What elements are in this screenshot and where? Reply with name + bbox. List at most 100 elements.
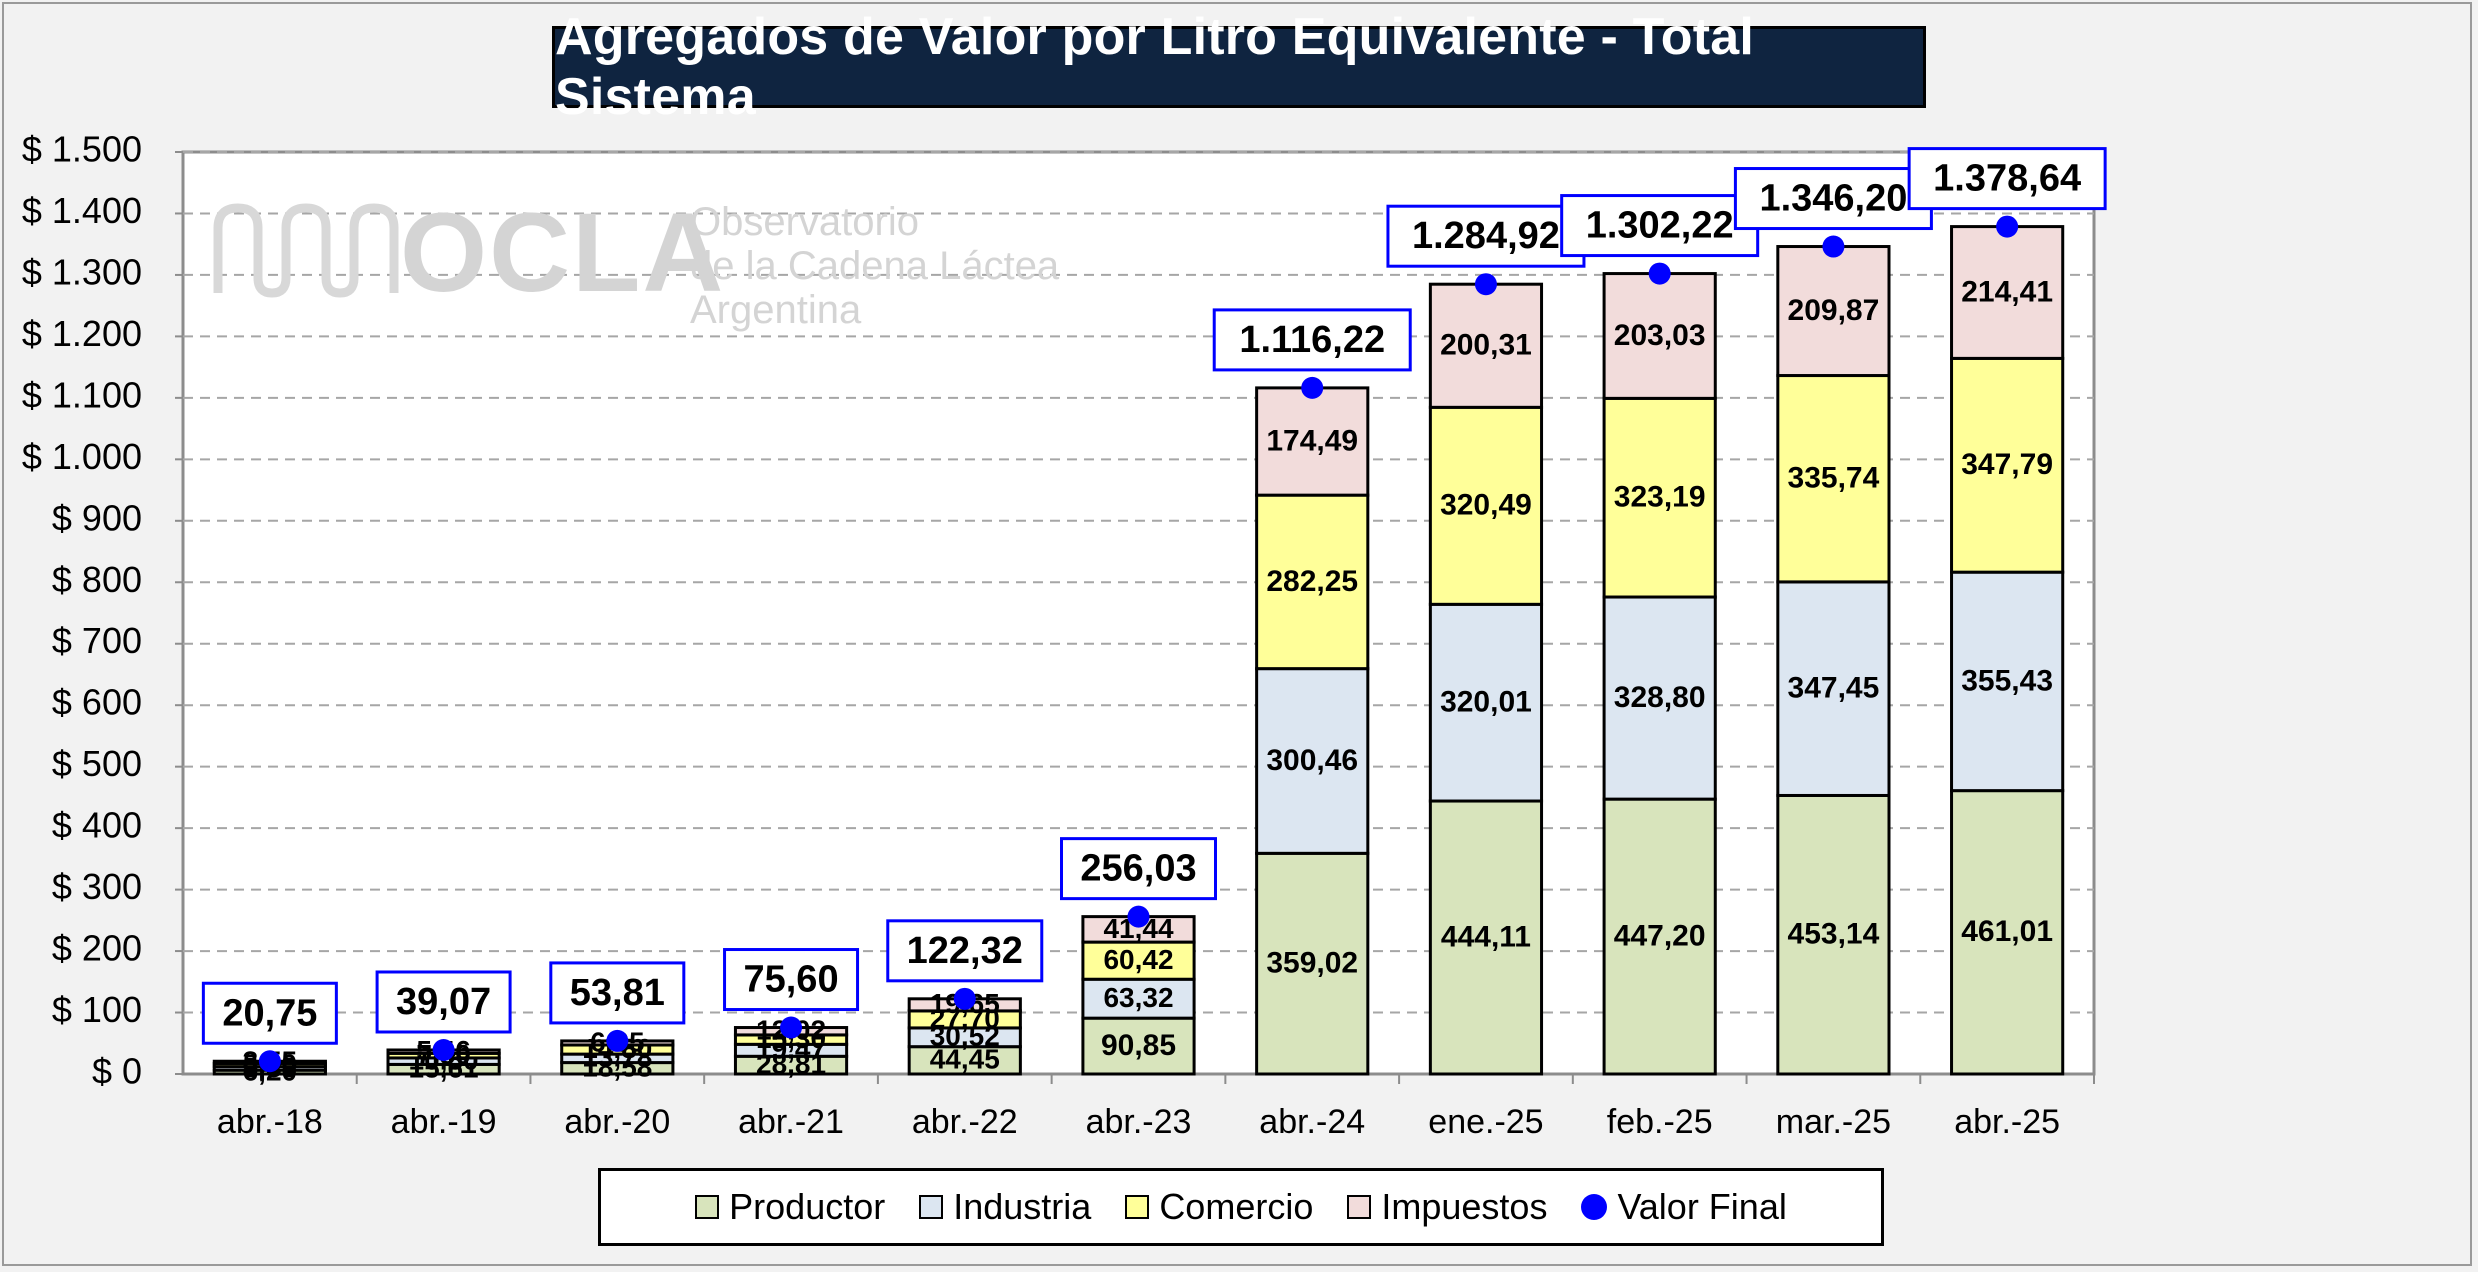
bar-label-comercio: 335,74 bbox=[1788, 462, 1880, 495]
valor-final-label: 1.302,22 bbox=[1586, 205, 1734, 247]
bar-impuestos bbox=[1602, 272, 1717, 400]
bar-comercio bbox=[1950, 356, 2065, 574]
x-tick-label: mar.-25 bbox=[1776, 1103, 1891, 1141]
y-tick-label: $ 1.100 bbox=[22, 374, 142, 415]
y-tick-label: $ 200 bbox=[52, 928, 142, 969]
legend-label-comercio: Comercio bbox=[1159, 1186, 1314, 1227]
bar-industria bbox=[1255, 667, 1370, 855]
valor-final-label: 1.116,22 bbox=[1239, 319, 1385, 361]
bar-label-comercio: 323,19 bbox=[1614, 481, 1706, 514]
valor-final-label: 1.284,92 bbox=[1412, 215, 1560, 257]
bar-label-industria: 347,45 bbox=[1788, 672, 1880, 705]
bar-label-industria: 300,46 bbox=[1266, 744, 1358, 777]
bar-label-productor: 44,45 bbox=[930, 1044, 1000, 1075]
bar-label-industria: 355,43 bbox=[1961, 664, 2053, 697]
valor-final-point bbox=[432, 1038, 455, 1061]
bar-industria bbox=[1776, 580, 1891, 797]
legend-swatch-impuestos bbox=[1347, 1195, 1372, 1219]
y-tick-label: $ 300 bbox=[52, 866, 142, 907]
x-tick-label: abr.-22 bbox=[912, 1103, 1018, 1141]
valor-final-point bbox=[1996, 215, 2019, 238]
y-tick-label: $ 1.200 bbox=[22, 313, 142, 354]
bar-impuestos bbox=[1428, 282, 1544, 409]
valor-final-label-box bbox=[549, 961, 686, 1025]
x-tick-label: abr.-18 bbox=[217, 1103, 323, 1141]
x-tick-label: abr.-21 bbox=[738, 1103, 844, 1141]
chart-title-box: Agregados de Valor por Litro Equivalente… bbox=[552, 8, 1926, 126]
bar-label-productor: 359,02 bbox=[1266, 947, 1358, 980]
y-tick-label: $ 1.300 bbox=[22, 251, 142, 292]
bar-impuestos bbox=[1776, 245, 1891, 378]
x-tick-label: abr.-19 bbox=[391, 1103, 497, 1141]
chart-title: Agregados de Valor por Litro Equivalente… bbox=[555, 8, 1755, 126]
valor-final-label-box bbox=[1733, 167, 1933, 231]
legend-item-industria: Industria bbox=[919, 1186, 1091, 1228]
valor-final-label: 75,60 bbox=[743, 959, 838, 1001]
valor-final-label-box bbox=[1212, 308, 1412, 372]
bar-industria bbox=[1950, 570, 2065, 793]
x-tick-label: abr.-25 bbox=[1954, 1103, 2060, 1141]
bar-label-impuestos: 203,03 bbox=[1614, 319, 1706, 352]
x-tick-label: abr.-20 bbox=[564, 1103, 670, 1141]
valor-final-label-box bbox=[1907, 147, 2107, 211]
valor-final-label-box bbox=[1386, 204, 1586, 268]
legend-swatch-productor bbox=[695, 1195, 720, 1219]
bar-label-industria: 328,80 bbox=[1614, 681, 1706, 714]
valor-final-label-box bbox=[723, 948, 860, 1012]
bar-comercio bbox=[1602, 396, 1717, 599]
y-tick-label: $ 400 bbox=[52, 805, 142, 846]
x-tick-label: abr.-23 bbox=[1086, 1103, 1192, 1141]
valor-final-point bbox=[1822, 235, 1845, 258]
valor-final-point bbox=[606, 1029, 629, 1052]
y-tick-label: $ 1.500 bbox=[22, 129, 142, 170]
legend-swatch-industria bbox=[919, 1195, 944, 1219]
bar-label-industria: 63,32 bbox=[1103, 982, 1173, 1013]
legend-label-impuestos: Impuestos bbox=[1381, 1186, 1548, 1227]
bar-label-industria: 320,01 bbox=[1440, 686, 1532, 719]
valor-final-label-box bbox=[886, 919, 1044, 983]
bar-impuestos bbox=[1950, 225, 2065, 360]
valor-final-label: 1.346,20 bbox=[1759, 178, 1907, 220]
legend-item-valor-final: Valor Final bbox=[1581, 1186, 1787, 1228]
bar-label-productor: 461,01 bbox=[1961, 915, 2053, 948]
valor-final-label-box bbox=[201, 981, 338, 1045]
valor-final-label-box bbox=[1060, 837, 1217, 901]
y-tick-label: $ 800 bbox=[52, 559, 142, 600]
y-tick-label: $ 600 bbox=[52, 682, 142, 723]
y-tick-label: $ 1.000 bbox=[22, 436, 142, 477]
valor-final-label: 20,75 bbox=[222, 992, 317, 1034]
bar-label-comercio: 60,42 bbox=[1103, 944, 1173, 975]
legend-label-valor-final: Valor Final bbox=[1617, 1186, 1787, 1227]
valor-final-point bbox=[953, 987, 976, 1010]
chart-legend: Productor Industria Comercio Impuestos V… bbox=[598, 1168, 1884, 1246]
bar-label-comercio: 320,49 bbox=[1440, 489, 1532, 522]
bar-label-comercio: 282,25 bbox=[1266, 565, 1358, 598]
y-tick-label: $ 900 bbox=[52, 497, 142, 538]
bar-label-impuestos: 200,31 bbox=[1440, 329, 1532, 362]
valor-final-label: 256,03 bbox=[1080, 848, 1196, 890]
y-tick-label: $ 700 bbox=[52, 620, 142, 661]
legend-item-productor: Productor bbox=[695, 1186, 885, 1228]
legend-swatch-comercio bbox=[1125, 1195, 1150, 1219]
valor-final-point bbox=[1127, 905, 1150, 928]
valor-final-point bbox=[1648, 262, 1671, 285]
valor-final-point bbox=[780, 1016, 803, 1039]
bar-industria bbox=[1081, 977, 1196, 1020]
legend-label-productor: Productor bbox=[729, 1186, 886, 1227]
legend-item-impuestos: Impuestos bbox=[1347, 1186, 1547, 1228]
bar-industria bbox=[1428, 602, 1544, 803]
valor-final-label: 53,81 bbox=[570, 972, 665, 1014]
y-tick-label: $ 1.400 bbox=[22, 190, 142, 231]
valor-final-point bbox=[1301, 376, 1324, 399]
bar-productor bbox=[1428, 799, 1544, 1076]
valor-final-label: 1.378,64 bbox=[1933, 158, 2081, 200]
valor-final-label: 39,07 bbox=[396, 981, 491, 1023]
bar-label-comercio: 347,79 bbox=[1961, 448, 2053, 481]
bar-productor bbox=[1776, 793, 1891, 1076]
bar-impuestos bbox=[1255, 386, 1370, 497]
bar-comercio bbox=[1776, 374, 1891, 584]
bar-label-impuestos: 209,87 bbox=[1788, 294, 1880, 327]
bar-productor bbox=[1081, 1016, 1196, 1076]
bar-label-productor: 447,20 bbox=[1614, 919, 1706, 952]
x-tick-label: ene.-25 bbox=[1428, 1103, 1543, 1141]
